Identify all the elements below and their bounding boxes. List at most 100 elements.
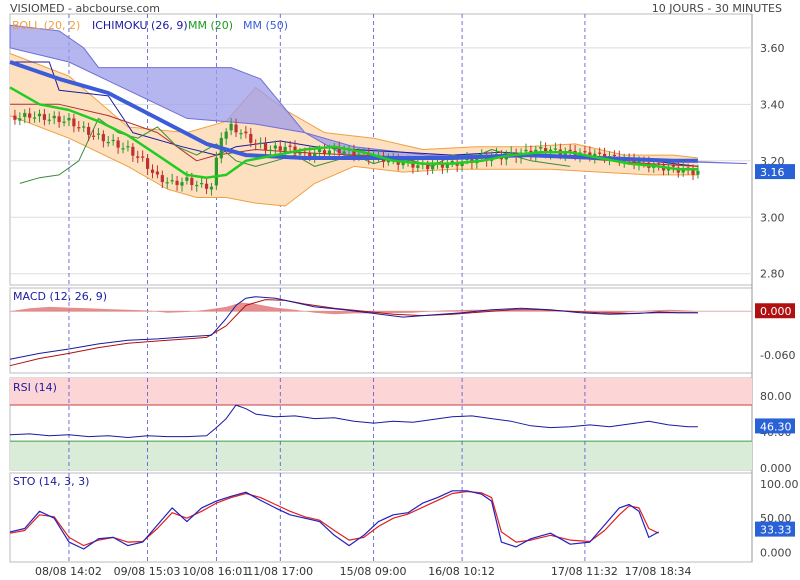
candle-body: [263, 143, 268, 151]
candle-body: [52, 115, 56, 119]
candle-body: [96, 133, 101, 135]
candle-body: [544, 148, 548, 154]
sto-axis-tick: 0.000: [760, 546, 792, 559]
x-axis-tick: 10/08 16:01: [182, 565, 249, 578]
candle-body: [632, 159, 636, 166]
candle-body: [13, 115, 17, 120]
candle-body: [67, 117, 71, 121]
candle-body: [524, 149, 528, 152]
candle-body: [308, 152, 312, 158]
macd-histogram: [10, 302, 698, 315]
rsi-axis-tick: 0.000: [760, 462, 792, 475]
rsi-value-badge: [755, 418, 795, 434]
candle-body: [131, 146, 135, 156]
candle-body: [214, 157, 218, 186]
ichimoku-cloud: [9, 24, 748, 165]
candle-body: [278, 146, 282, 151]
sto-axis-tick: 100.00: [760, 478, 799, 491]
candle-body: [337, 147, 341, 154]
candle-body: [691, 169, 695, 175]
candle-body: [234, 124, 238, 133]
legend-mm20: MM (20): [188, 19, 233, 32]
candle-body: [126, 146, 130, 148]
x-axis-tick: 11/08 17:00: [246, 565, 313, 578]
x-axis-tick: 15/08 09:00: [340, 565, 407, 578]
candle-body: [696, 170, 700, 175]
x-axis-tick: 16/08 10:12: [428, 565, 495, 578]
candle-body: [224, 131, 228, 139]
bollinger-lower-line: [9, 115, 698, 207]
candle-body: [209, 186, 214, 190]
candle-body: [57, 116, 61, 123]
candle-body: [317, 149, 322, 153]
sto-panel-frame: [9, 472, 753, 563]
sto-d-line: [9, 490, 659, 547]
candle-body: [445, 163, 449, 168]
candle-body: [283, 146, 287, 151]
candle-body: [539, 146, 543, 149]
rsi-label: RSI (14): [13, 381, 57, 394]
candle-body: [352, 150, 356, 157]
candle-body: [28, 113, 32, 118]
macd-value-label: 0.000: [760, 305, 792, 318]
candle-body: [327, 150, 332, 155]
mm20-line: [9, 86, 698, 179]
candle-body: [150, 169, 155, 173]
legend-ichimoku: ICHIMOKU (26, 9): [92, 19, 188, 32]
candle-body: [77, 127, 81, 129]
rsi-value-label: 46.30: [760, 420, 792, 433]
price-axis-tick: 3.60: [760, 42, 785, 55]
price-axis-tick: 3.40: [760, 98, 785, 111]
candle-body: [136, 156, 140, 158]
candle-body: [175, 180, 179, 185]
price-axis-tick: 2.80: [760, 268, 785, 281]
candle-body: [101, 134, 105, 142]
candle-body: [91, 135, 96, 137]
x-axis-tick: 08/08 14:02: [35, 565, 102, 578]
candle-body: [111, 139, 115, 142]
legend-boll: BOLL (20, 2): [12, 19, 80, 32]
candle-body: [288, 145, 292, 147]
candle-body: [342, 151, 346, 154]
candle-body: [195, 184, 199, 187]
candle-body: [322, 150, 327, 155]
candle-body: [509, 152, 513, 154]
candle-body: [273, 145, 277, 149]
candle-body: [87, 126, 91, 135]
candle-body: [121, 148, 125, 150]
x-axis-tick: 17/08 18:34: [625, 565, 692, 578]
macd-label: MACD (12, 26, 9): [13, 290, 107, 303]
candle-body: [298, 153, 302, 155]
sto-value-badge: [755, 521, 795, 537]
candle-body: [170, 180, 174, 182]
candle-body: [239, 133, 243, 135]
candle-body: [671, 165, 675, 167]
candle-body: [165, 182, 169, 184]
period-label: 10 JOURS - 30 MINUTES: [651, 2, 782, 15]
macd-panel-frame: [9, 287, 753, 374]
candle-body: [229, 123, 233, 131]
candle-body: [553, 148, 558, 150]
candle-body: [180, 182, 184, 186]
candle-body: [593, 153, 597, 158]
candle-body: [23, 112, 27, 117]
candle-body: [72, 118, 76, 127]
candle-body: [141, 156, 145, 158]
rsi-oversold-zone: [10, 441, 752, 470]
chart-title: VISIOMED - abcbourse.com: [10, 2, 160, 15]
last-price-label: 3.16: [760, 166, 785, 179]
candle-body: [18, 118, 22, 121]
legend-mm50: MM (50): [243, 19, 288, 32]
candle-body: [259, 142, 263, 144]
candle-body: [401, 162, 405, 166]
candle-body: [200, 183, 204, 185]
candle-body: [450, 160, 454, 163]
candle-body: [155, 171, 160, 175]
candle-body: [254, 143, 258, 145]
macd-axis-tick: -0.060: [760, 349, 795, 362]
sto-k-line: [9, 490, 659, 550]
candle-body: [583, 151, 587, 153]
rsi-line: [9, 404, 698, 438]
candle-body: [657, 163, 661, 165]
